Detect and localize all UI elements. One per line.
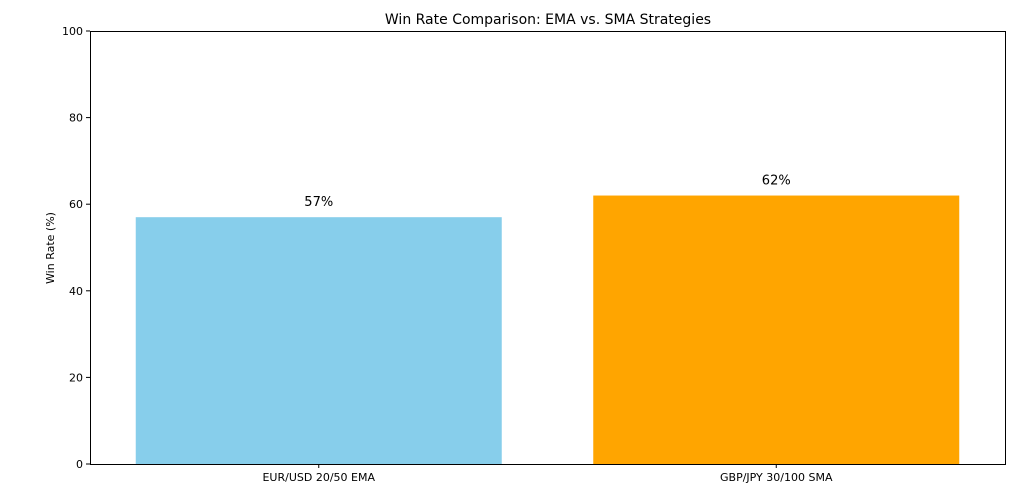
x-tick-label: EUR/USD 20/50 EMA bbox=[262, 471, 375, 484]
y-tick-label: 20 bbox=[69, 371, 83, 384]
x-axis: EUR/USD 20/50 EMA GBP/JPY 30/100 SMA bbox=[262, 464, 833, 484]
y-tick-label: 80 bbox=[69, 112, 83, 125]
y-tick-label: 100 bbox=[62, 25, 83, 38]
data-labels-layer: 57% 62% bbox=[304, 174, 790, 211]
y-tick-label: 40 bbox=[69, 285, 83, 298]
chart-title: Win Rate Comparison: EMA vs. SMA Strateg… bbox=[385, 12, 711, 28]
y-tick-label: 60 bbox=[69, 198, 83, 211]
bar-1 bbox=[135, 217, 502, 464]
y-axis-label: Win Rate (%) bbox=[44, 212, 57, 284]
y-axis: 0 20 40 60 80 100 bbox=[62, 25, 90, 471]
x-tick-label: GBP/JPY 30/100 SMA bbox=[720, 471, 833, 484]
data-label-1: 57% bbox=[304, 195, 333, 210]
bars-layer bbox=[135, 195, 960, 465]
y-tick-label: 0 bbox=[76, 458, 83, 471]
bar-2 bbox=[593, 195, 960, 465]
data-label-2: 62% bbox=[762, 174, 791, 189]
plot-frame bbox=[90, 31, 1006, 465]
